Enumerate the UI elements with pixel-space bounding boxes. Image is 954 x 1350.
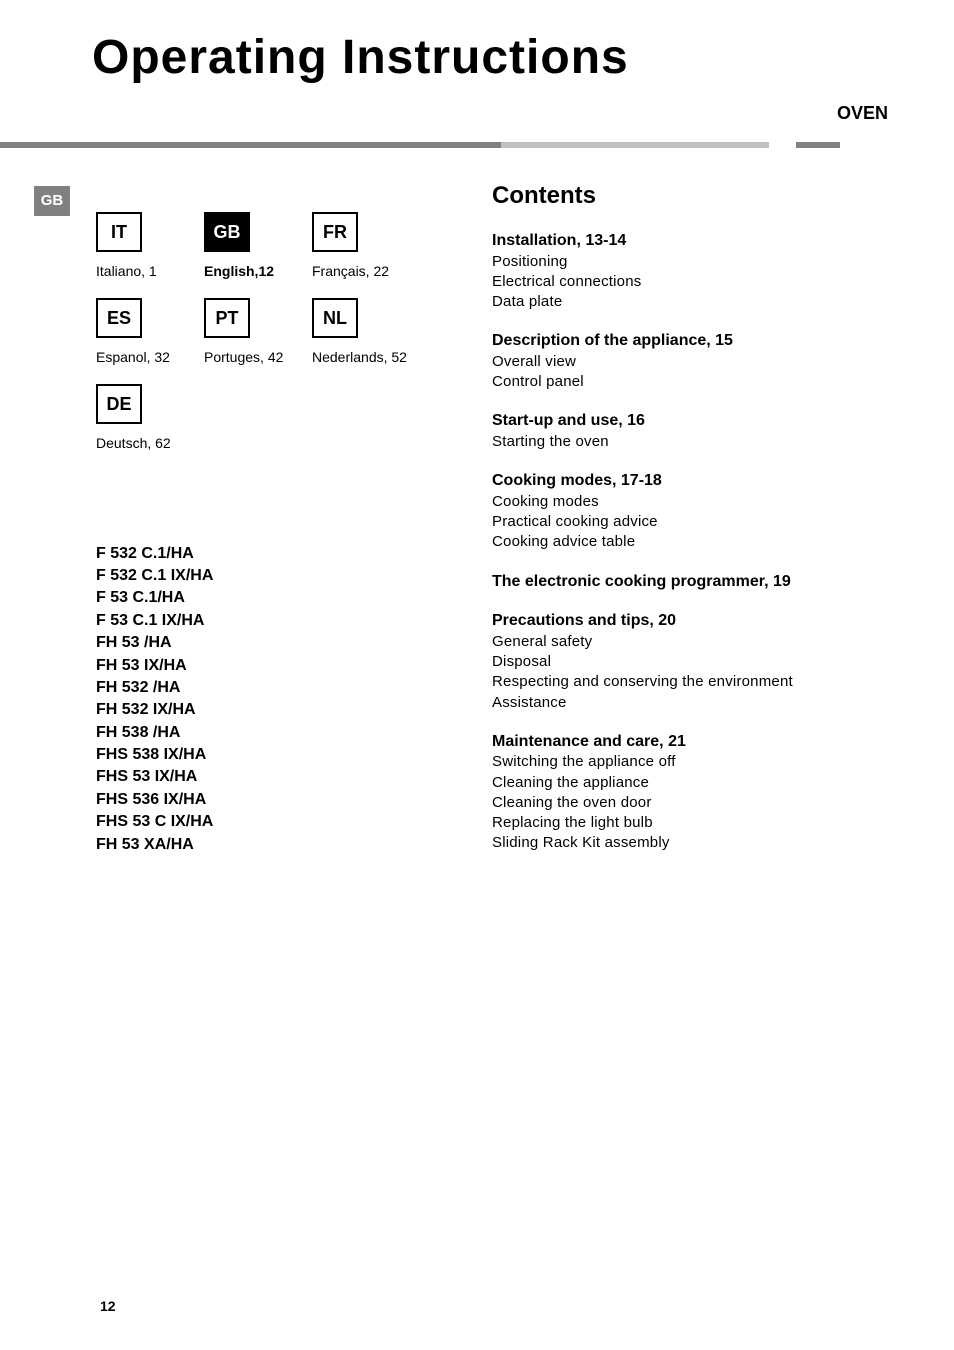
model-item: FHS 536 IX/HA bbox=[96, 789, 492, 811]
separator-bar bbox=[0, 142, 894, 148]
section-item: Practical cooking advice bbox=[492, 512, 894, 532]
language-item: DE Deutsch, 62 bbox=[96, 384, 204, 452]
section-item: Cooking modes bbox=[492, 492, 894, 512]
section-heading: Cooking modes, 17-18 bbox=[492, 470, 894, 492]
section-item: Cooking advice table bbox=[492, 532, 894, 552]
contents-section: Description of the appliance, 15Overall … bbox=[492, 330, 894, 392]
model-item: F 532 C.1/HA bbox=[96, 543, 492, 565]
section-item: Cleaning the oven door bbox=[492, 793, 894, 813]
language-code-box: IT bbox=[96, 212, 142, 252]
model-item: FHS 538 IX/HA bbox=[96, 744, 492, 766]
right-column: Contents Installation, 13-14PositioningE… bbox=[492, 182, 894, 872]
model-item: FH 532 /HA bbox=[96, 677, 492, 699]
model-item: F 53 C.1 IX/HA bbox=[96, 610, 492, 632]
contents-section: The electronic cooking programmer, 19 bbox=[492, 571, 894, 593]
language-label: Portuges, 42 bbox=[204, 348, 312, 366]
page-title: Operating Instructions bbox=[92, 30, 894, 85]
contents-heading: Contents bbox=[492, 182, 894, 210]
contents-section: Cooking modes, 17-18Cooking modesPractic… bbox=[492, 470, 894, 552]
section-heading: Description of the appliance, 15 bbox=[492, 330, 894, 352]
section-item: Disposal bbox=[492, 652, 894, 672]
section-heading: The electronic cooking programmer, 19 bbox=[492, 571, 894, 593]
language-label: Français, 22 bbox=[312, 262, 420, 280]
language-item: PT Portuges, 42 bbox=[204, 298, 312, 366]
section-item: Respecting and conserving the environmen… bbox=[492, 672, 894, 692]
language-item: NL Nederlands, 52 bbox=[312, 298, 420, 366]
language-code-box: NL bbox=[312, 298, 358, 338]
content-wrap: ITItaliano, 1GBEnglish,12FRFrançais, 22E… bbox=[0, 182, 894, 872]
section-item: Overall view bbox=[492, 352, 894, 372]
language-label: Nederlands, 52 bbox=[312, 348, 420, 366]
section-item: Sliding Rack Kit assembly bbox=[492, 833, 894, 853]
language-code-box: GB bbox=[204, 212, 250, 252]
contents-section: Maintenance and care, 21Switching the ap… bbox=[492, 731, 894, 854]
section-item: Assistance bbox=[492, 693, 894, 713]
language-code-box: ES bbox=[96, 298, 142, 338]
language-grid: IT Italiano, 1GB English,12FR Français, 22 E… bbox=[96, 212, 492, 471]
contents-section: Precautions and tips, 20General safetyDi… bbox=[492, 610, 894, 713]
section-item: Starting the oven bbox=[492, 432, 894, 452]
language-label: Deutsch, 62 bbox=[96, 434, 204, 452]
section-heading: Maintenance and care, 21 bbox=[492, 731, 894, 753]
left-column: IT Italiano, 1GB English,12FR Français, 22 E… bbox=[96, 182, 492, 872]
model-item: FHS 53 IX/HA bbox=[96, 766, 492, 788]
section-heading: Start-up and use, 16 bbox=[492, 410, 894, 432]
page-number: 12 bbox=[100, 1298, 116, 1314]
section-item: Data plate bbox=[492, 292, 894, 312]
language-label: Espanol, 32 bbox=[96, 348, 204, 366]
page: Operating Instructions OVEN GB IT Italian… bbox=[0, 0, 954, 872]
model-item: FH 53 /HA bbox=[96, 632, 492, 654]
section-item: Switching the appliance off bbox=[492, 752, 894, 772]
section-item: Electrical connections bbox=[492, 272, 894, 292]
section-item: Positioning bbox=[492, 252, 894, 272]
section-item: Cleaning the appliance bbox=[492, 773, 894, 793]
section-item: Replacing the light bulb bbox=[492, 813, 894, 833]
product-type-label: OVEN bbox=[0, 103, 894, 124]
model-item: F 532 C.1 IX/HA bbox=[96, 565, 492, 587]
language-item: IT Italiano, 1 bbox=[96, 212, 204, 280]
language-label: Italiano, 1 bbox=[96, 262, 204, 280]
model-item: FH 538 /HA bbox=[96, 722, 492, 744]
model-item: F 53 C.1/HA bbox=[96, 587, 492, 609]
language-tab: GB bbox=[34, 186, 70, 216]
language-code-box: FR bbox=[312, 212, 358, 252]
language-code-box: PT bbox=[204, 298, 250, 338]
model-item: FHS 53 C IX/HA bbox=[96, 811, 492, 833]
language-label: English,12 bbox=[204, 262, 312, 280]
contents-section: Installation, 13-14PositioningElectrical… bbox=[492, 230, 894, 312]
model-item: FH 53 IX/HA bbox=[96, 655, 492, 677]
contents-list: Installation, 13-14PositioningElectrical… bbox=[492, 230, 894, 854]
model-item: FH 53 XA/HA bbox=[96, 834, 492, 856]
language-item: FR Français, 22 bbox=[312, 212, 420, 280]
section-item: Control panel bbox=[492, 372, 894, 392]
language-code-box: DE bbox=[96, 384, 142, 424]
language-item: GB English,12 bbox=[204, 212, 312, 280]
contents-section: Start-up and use, 16Starting the oven bbox=[492, 410, 894, 452]
section-item: General safety bbox=[492, 632, 894, 652]
model-list: F 532 C.1/HAF 532 C.1 IX/HAF 53 C.1/HAF … bbox=[96, 543, 492, 856]
language-item: ES Espanol, 32 bbox=[96, 298, 204, 366]
section-heading: Installation, 13-14 bbox=[492, 230, 894, 252]
section-heading: Precautions and tips, 20 bbox=[492, 610, 894, 632]
model-item: FH 532 IX/HA bbox=[96, 699, 492, 721]
